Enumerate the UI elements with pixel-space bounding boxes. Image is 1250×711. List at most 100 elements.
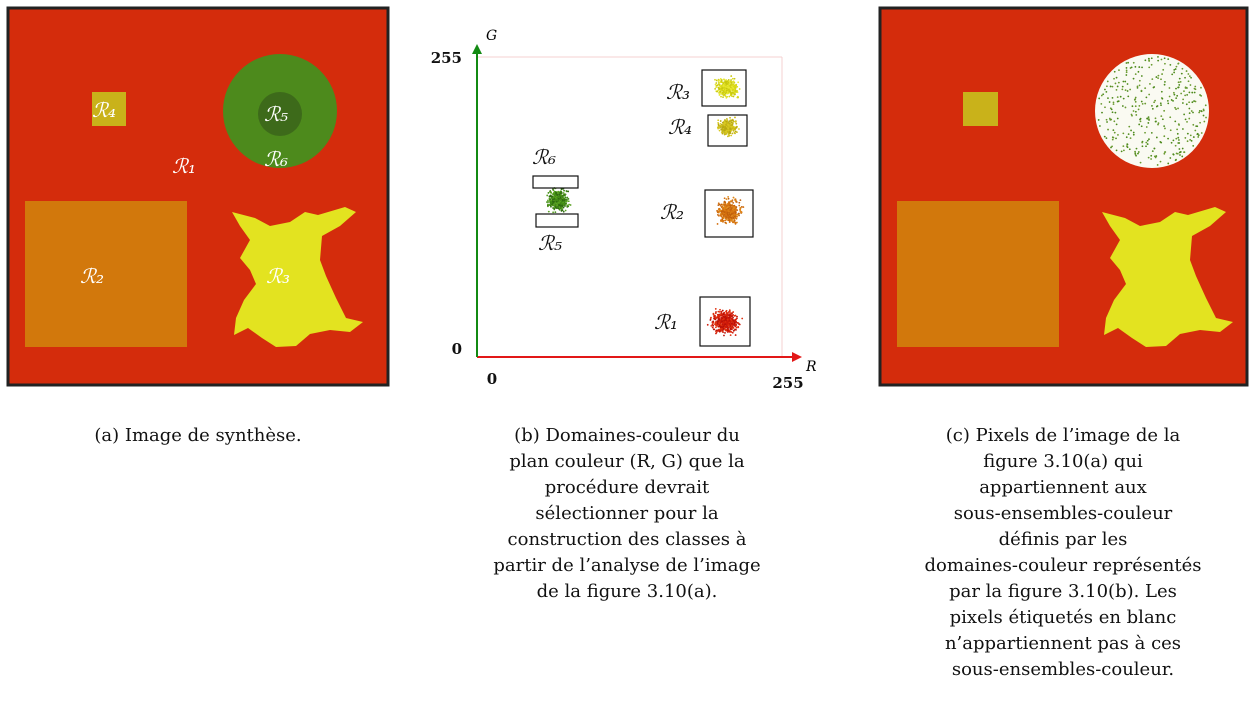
color-point — [726, 211, 729, 214]
speck — [1204, 104, 1207, 107]
color-point — [727, 330, 730, 333]
color-point — [723, 207, 726, 209]
color-point — [730, 82, 733, 84]
speck — [1182, 98, 1185, 101]
speck — [1148, 59, 1150, 62]
color-point — [734, 210, 737, 213]
color-point — [734, 199, 737, 202]
speck — [1100, 94, 1103, 97]
color-point — [731, 211, 734, 214]
speck — [1157, 59, 1160, 62]
speck — [1188, 75, 1191, 78]
speck — [1200, 86, 1202, 89]
color-point — [561, 198, 564, 201]
speck — [1121, 105, 1124, 107]
speck — [1202, 114, 1205, 117]
speck — [1189, 138, 1192, 141]
speck — [1104, 106, 1106, 109]
speck — [1162, 68, 1165, 71]
color-point — [724, 323, 727, 326]
speck — [1134, 150, 1136, 153]
speck — [1112, 129, 1115, 132]
speck — [1116, 85, 1119, 88]
speck — [1152, 86, 1155, 89]
speck — [1144, 131, 1146, 134]
image-c — [878, 6, 1249, 387]
color-point — [565, 198, 568, 201]
color-point — [716, 313, 719, 316]
color-point — [722, 313, 725, 316]
speck — [1125, 67, 1128, 69]
speck — [1134, 96, 1137, 99]
y-min: 0 — [452, 340, 462, 358]
color-point — [719, 81, 722, 84]
color-point — [734, 120, 737, 123]
speck — [1138, 84, 1141, 87]
speck — [1121, 88, 1124, 91]
color-point — [715, 86, 718, 89]
speck — [1144, 87, 1147, 90]
speck — [1147, 57, 1150, 60]
color-point — [723, 311, 726, 314]
color-point — [731, 89, 734, 91]
color-point — [716, 210, 719, 213]
speck — [1175, 65, 1178, 68]
speck — [1160, 104, 1162, 107]
color-point — [725, 216, 727, 219]
color-point — [723, 334, 725, 337]
color-point — [718, 319, 721, 321]
speck — [1161, 73, 1163, 75]
color-point — [718, 325, 721, 328]
color-point — [730, 322, 733, 325]
color-point — [734, 91, 736, 94]
speck — [1105, 118, 1108, 121]
color-point — [714, 83, 717, 86]
speck — [1167, 162, 1170, 165]
speck — [1172, 153, 1175, 156]
speck — [1116, 100, 1119, 103]
color-point — [719, 90, 722, 93]
speck — [1103, 135, 1106, 138]
speck — [1176, 128, 1179, 131]
x-axis-label: R — [805, 359, 817, 375]
speck — [1135, 154, 1137, 157]
speck — [1125, 74, 1128, 76]
speck — [1172, 99, 1174, 102]
color-point — [714, 314, 716, 317]
caption-line: sous-ensembles-couleur — [954, 503, 1173, 524]
color-point — [729, 87, 732, 90]
speck — [1129, 137, 1132, 140]
color-point — [557, 197, 560, 200]
speck — [1122, 145, 1125, 148]
color-point — [720, 219, 722, 222]
speck — [1128, 148, 1131, 151]
color-point — [726, 202, 729, 205]
color-point — [557, 207, 560, 210]
color-point — [721, 206, 724, 209]
speck — [1159, 160, 1162, 163]
speck — [1101, 111, 1103, 114]
color-point — [725, 207, 728, 210]
speck — [1202, 109, 1205, 112]
color-point — [726, 80, 729, 83]
color-point — [724, 219, 727, 222]
color-point — [550, 201, 553, 204]
color-point — [551, 195, 554, 198]
speck — [1193, 100, 1195, 102]
region-label: ℛ₃ — [266, 264, 290, 288]
speck — [1140, 125, 1143, 128]
color-point — [728, 120, 731, 123]
color-point — [721, 309, 724, 312]
speck — [1181, 102, 1184, 104]
color-point — [725, 198, 728, 201]
color-point — [714, 78, 716, 81]
speck — [1113, 77, 1115, 80]
speck — [1157, 77, 1160, 80]
caption-line: domaines-couleur représentés — [925, 555, 1202, 576]
color-point — [713, 318, 716, 320]
region-label: ℛ₆ — [264, 147, 288, 171]
speck — [1105, 137, 1108, 140]
color-point — [735, 131, 738, 134]
speck — [1192, 111, 1194, 114]
speck — [1194, 88, 1197, 91]
